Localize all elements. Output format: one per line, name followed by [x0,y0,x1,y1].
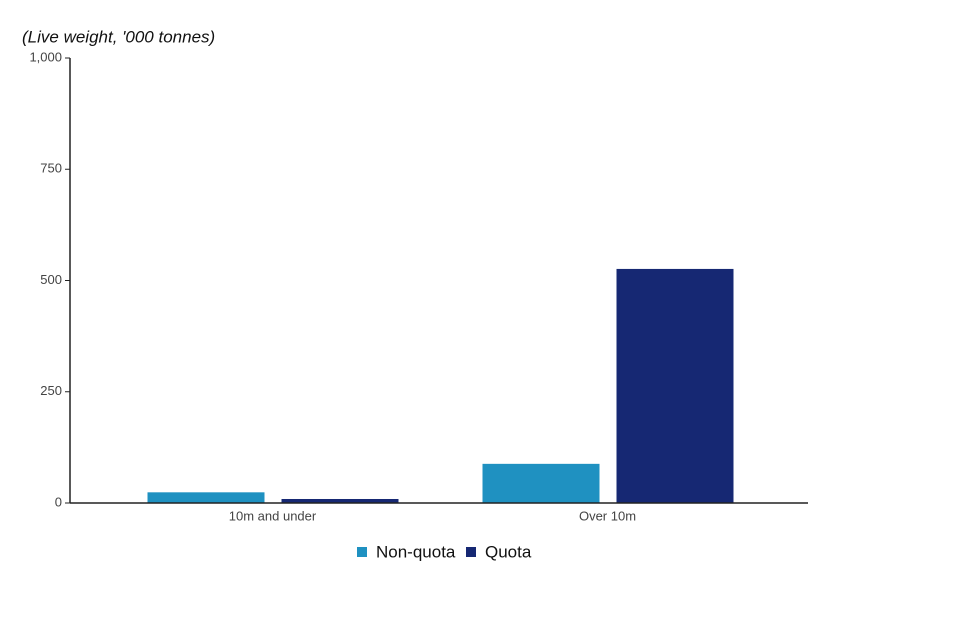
y-tick-label: 750 [40,161,62,176]
y-tick-label: 500 [40,272,62,287]
y-tick-label: 0 [55,494,62,509]
bar [281,498,399,503]
bar [482,463,600,503]
y-tick-label: 1,000 [29,49,62,64]
legend-label: Quota [485,542,532,561]
legend-swatch [357,547,367,557]
bar [147,492,265,503]
bar [616,268,734,503]
legend-swatch [466,547,476,557]
chart-title: (Live weight, '000 tonnes) [22,27,215,46]
x-tick-label: Over 10m [579,508,636,523]
y-tick-label: 250 [40,383,62,398]
legend-label: Non-quota [376,542,456,561]
x-tick-label: 10m and under [229,508,317,523]
